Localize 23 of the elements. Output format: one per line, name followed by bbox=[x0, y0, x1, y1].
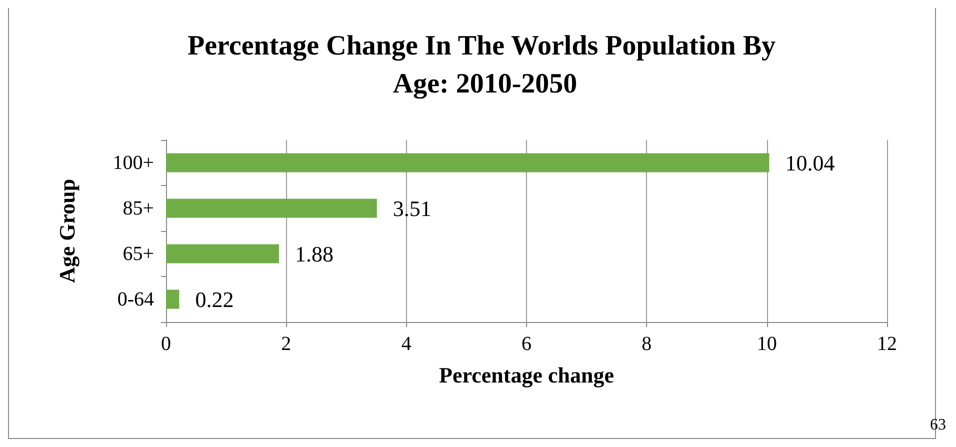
x-tick-label: 8 bbox=[642, 333, 652, 355]
data-label: 10.04 bbox=[785, 150, 835, 176]
data-label: 1.88 bbox=[294, 241, 334, 266]
y-axis-title: Age Group bbox=[54, 178, 80, 284]
data-label: 0.22 bbox=[195, 286, 234, 312]
x-tick-label: 2 bbox=[281, 333, 292, 355]
x-tick-label: 10 bbox=[756, 333, 777, 355]
bar bbox=[166, 290, 180, 309]
y-tick-label: 0-64 bbox=[117, 288, 154, 310]
x-tick-label: 6 bbox=[522, 333, 532, 355]
x-tick-label: 12 bbox=[877, 333, 897, 355]
data-label: 3.51 bbox=[392, 196, 432, 221]
bar bbox=[166, 198, 377, 218]
bar bbox=[166, 244, 279, 264]
x-tick-label: 4 bbox=[401, 333, 412, 355]
x-tick-label: 0 bbox=[161, 333, 171, 355]
bar bbox=[166, 153, 770, 172]
x-axis-title: Percentage change bbox=[439, 362, 614, 388]
y-tick-label: 85+ bbox=[122, 197, 154, 220]
y-tick-label: 65+ bbox=[122, 242, 154, 265]
text: 63 bbox=[930, 416, 946, 434]
y-tick-label: 100+ bbox=[112, 152, 154, 174]
chart-title: Percentage Change In The Worlds Population By Age: 2010-2050 bbox=[187, 30, 783, 100]
